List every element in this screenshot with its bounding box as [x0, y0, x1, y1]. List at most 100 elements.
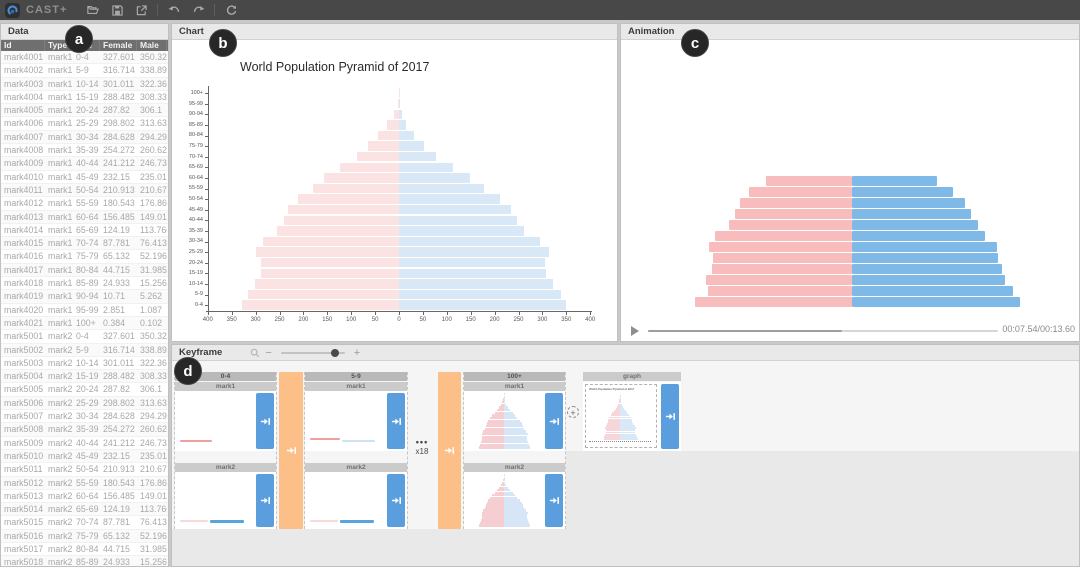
male-bar[interactable] [399, 141, 424, 151]
transition-marker[interactable] [438, 372, 461, 529]
female-bar[interactable] [277, 226, 399, 236]
female-bar[interactable] [262, 236, 399, 247]
male-bar[interactable] [399, 258, 546, 268]
male-bar[interactable] [399, 236, 540, 247]
graph-card[interactable]: graph World Population Pyramid of 2017 [583, 372, 681, 451]
table-row[interactable]: mark4018 mark1 85-89 24.933 15.256 [1, 277, 168, 291]
apply-keyframe-button[interactable] [545, 393, 563, 449]
female-bar[interactable] [255, 279, 399, 289]
apply-keyframe-button[interactable] [256, 474, 274, 527]
female-bar[interactable] [324, 173, 399, 183]
table-row[interactable]: mark4019 mark1 90-94 10.71 5.262 [1, 290, 168, 304]
male-bar[interactable] [399, 173, 471, 183]
keyframe-card[interactable] [305, 472, 407, 529]
male-bar[interactable] [399, 99, 400, 109]
apply-keyframe-button[interactable] [387, 393, 405, 449]
keyframe-card[interactable] [175, 472, 276, 529]
female-bar[interactable] [393, 109, 399, 119]
apply-keyframe-button[interactable] [256, 393, 274, 449]
male-bar[interactable] [399, 183, 484, 194]
male-bar[interactable] [399, 130, 415, 141]
table-row[interactable]: mark5017 mark2 80-84 44.715 31.985 [1, 543, 168, 557]
table-row[interactable]: mark5018 mark2 85-89 24.933 15.256 [1, 556, 168, 566]
apply-keyframe-button[interactable] [661, 384, 679, 449]
table-row[interactable]: mark4021 mark1 100+ 0.384 0.102 [1, 316, 168, 331]
keyframe-zoom-slider[interactable] [280, 348, 345, 357]
save-button[interactable] [107, 2, 127, 18]
transition-marker[interactable] [279, 372, 303, 529]
female-bar[interactable] [387, 120, 399, 130]
female-bar[interactable] [283, 215, 399, 225]
table-row[interactable]: mark4017 mark1 80-84 44.715 31.985 [1, 263, 168, 278]
play-button[interactable] [631, 326, 639, 336]
female-bar[interactable] [261, 258, 399, 268]
male-bar[interactable] [399, 120, 407, 130]
column-header-female[interactable]: Female [100, 40, 137, 51]
table-row[interactable]: mark4016 mark1 75-79 65.132 52.196 [1, 250, 168, 264]
male-bar[interactable] [399, 247, 549, 257]
undo-button[interactable] [164, 2, 184, 18]
male-bar[interactable] [399, 194, 500, 204]
progress-bar[interactable] [648, 330, 998, 332]
table-row[interactable]: mark5016 mark2 75-79 65.132 52.196 [1, 529, 168, 543]
graph-card-body[interactable]: World Population Pyramid of 2017 [583, 382, 681, 451]
male-bar[interactable] [399, 109, 402, 119]
male-bar[interactable] [399, 289, 561, 300]
column-header-male[interactable]: Male [137, 40, 167, 51]
keyframe-card[interactable] [464, 472, 565, 529]
keyframe-card[interactable] [305, 391, 407, 451]
female-bar[interactable] [339, 162, 399, 172]
table-row[interactable]: mark5005 mark2 20-24 287.82 306.1 [1, 383, 168, 397]
male-bar[interactable] [399, 226, 524, 236]
table-row[interactable]: mark4015 mark1 70-74 87.781 76.413 [1, 237, 168, 251]
apply-keyframe-button[interactable] [387, 474, 405, 527]
table-row[interactable]: mark4005 mark1 20-24 287.82 306.1 [1, 104, 168, 118]
table-row[interactable]: mark5015 mark2 70-74 87.781 76.413 [1, 516, 168, 530]
male-bar[interactable] [399, 215, 517, 225]
zoom-in-button[interactable]: + [353, 346, 361, 359]
female-bar[interactable] [397, 99, 399, 109]
keyframe-card[interactable] [175, 391, 276, 451]
male-bar[interactable] [399, 152, 436, 162]
female-bar[interactable] [261, 268, 399, 278]
female-bar[interactable] [298, 194, 399, 204]
refresh-button[interactable] [221, 2, 241, 18]
export-button[interactable] [131, 2, 151, 18]
female-bar[interactable] [247, 289, 399, 300]
female-bar[interactable] [377, 130, 399, 141]
male-bar[interactable] [399, 268, 547, 278]
collapsed-keyframes[interactable]: ••• x18 [404, 437, 440, 456]
female-bar[interactable] [288, 205, 399, 215]
zoom-out-button[interactable]: − [265, 346, 272, 359]
female-bar[interactable] [367, 141, 399, 151]
open-file-button[interactable] [83, 2, 103, 18]
male-bar[interactable] [399, 279, 554, 289]
apply-keyframe-button[interactable] [545, 474, 563, 527]
male-bar[interactable] [399, 300, 567, 310]
keyframe-card[interactable] [464, 391, 565, 451]
